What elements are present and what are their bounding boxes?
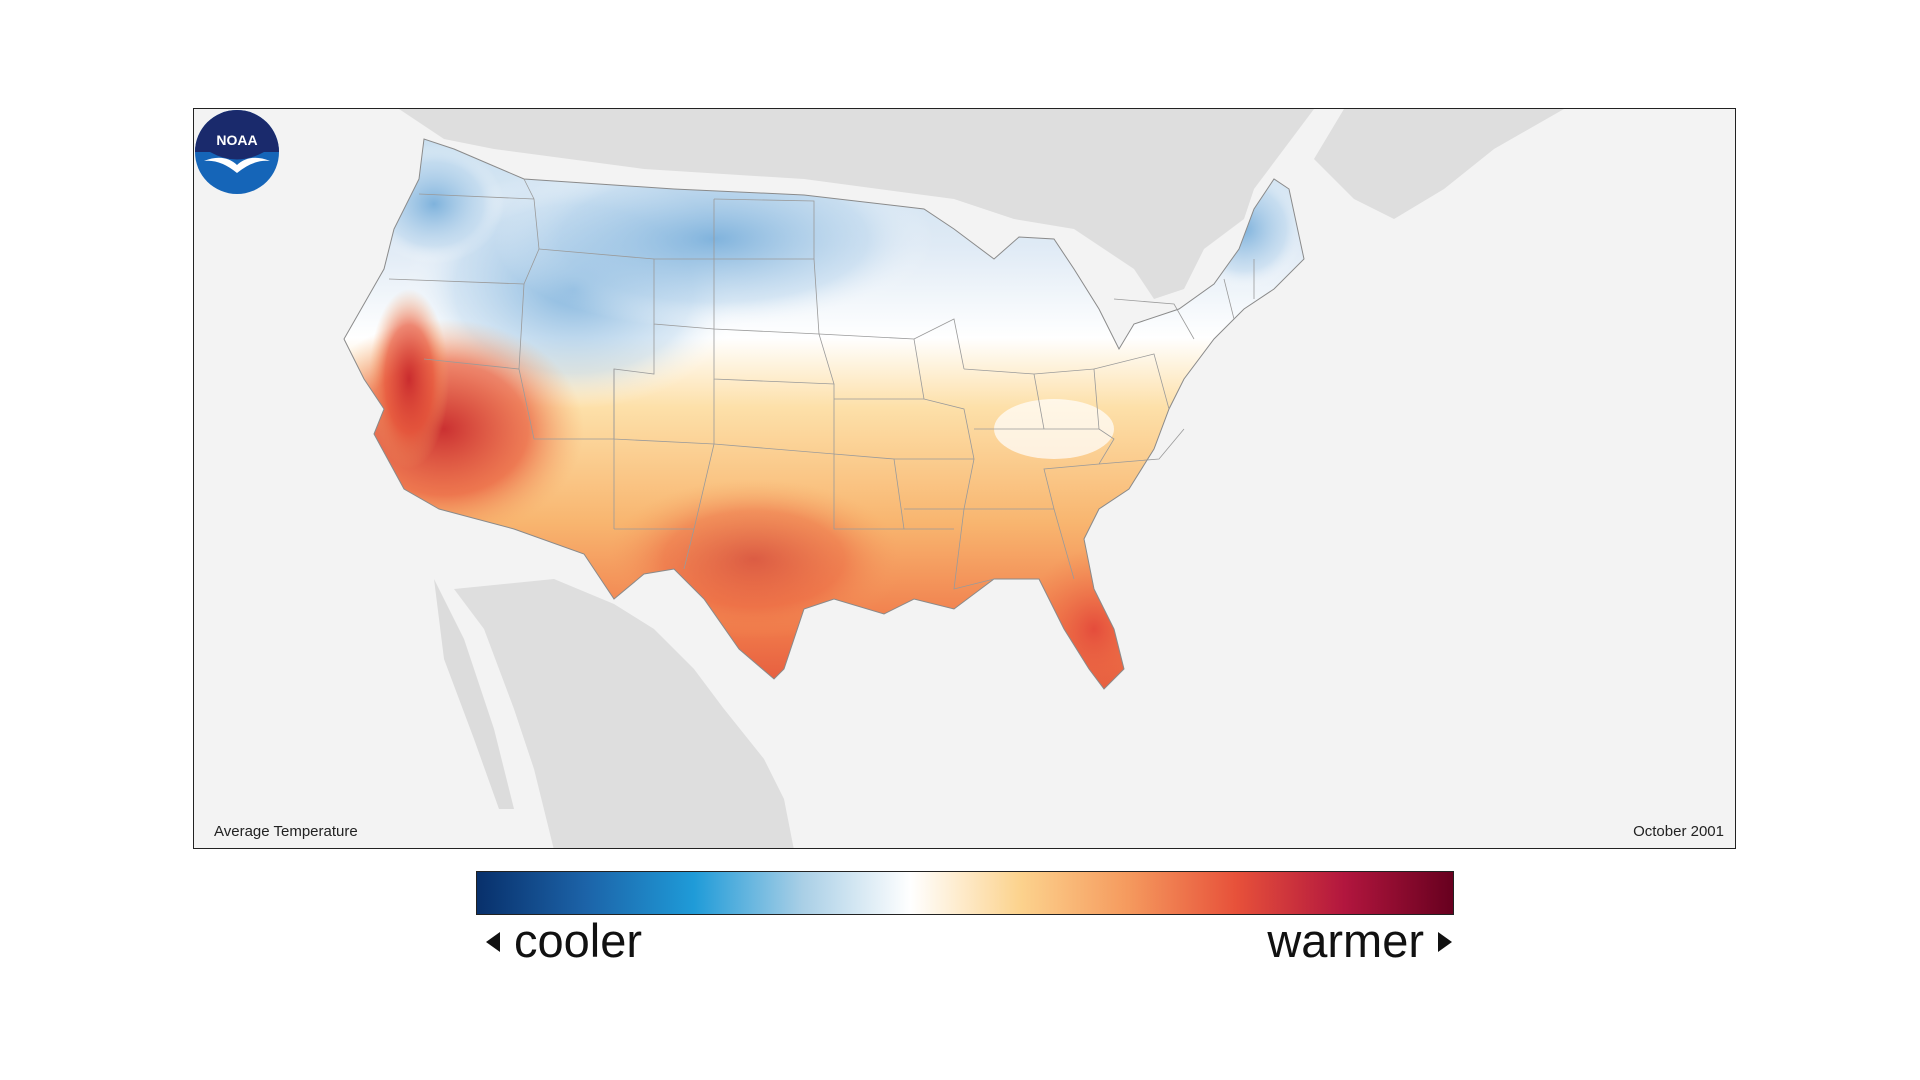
map-date: October 2001: [1633, 823, 1724, 840]
legend-color-bar: [476, 871, 1454, 915]
surrounding-land: [399, 109, 1564, 848]
map-title: Average Temperature: [214, 823, 358, 840]
noaa-logo-icon: NOAA: [195, 110, 279, 194]
color-legend: cooler warmer: [476, 871, 1456, 964]
state-borders: [343, 138, 1305, 690]
map-frame: Average Temperature October 2001 NOAA: [193, 108, 1736, 849]
arrow-right-icon: [1438, 931, 1452, 952]
legend-warmer: warmer: [1267, 917, 1452, 964]
legend-cooler-label: cooler: [514, 914, 643, 967]
arrow-left-icon: [486, 931, 500, 952]
legend-cooler: cooler: [486, 917, 642, 964]
temperature-map: [343, 109, 1564, 848]
legend-warmer-label: warmer: [1267, 914, 1424, 967]
noaa-logo-text: NOAA: [216, 132, 257, 148]
